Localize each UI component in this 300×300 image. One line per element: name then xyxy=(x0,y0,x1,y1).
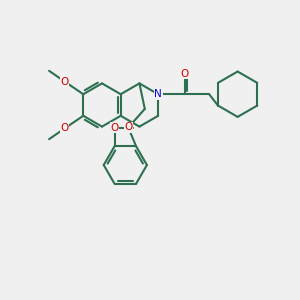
Text: O: O xyxy=(180,69,189,79)
Text: N: N xyxy=(154,89,162,99)
Text: O: O xyxy=(61,76,69,87)
Text: O: O xyxy=(124,122,132,133)
Text: O: O xyxy=(110,123,118,133)
Text: O: O xyxy=(61,123,69,134)
